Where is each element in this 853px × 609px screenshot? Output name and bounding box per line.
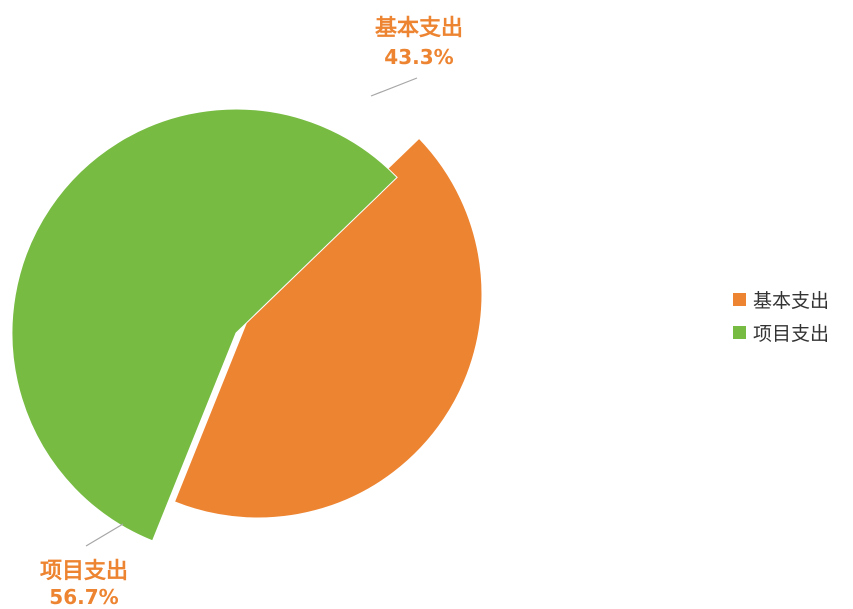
data-label-value: 56.7% [49,585,118,609]
legend-item-project: 项目支出 [733,316,829,349]
legend: 基本支出 项目支出 [733,283,829,349]
pie-slice-1 [11,108,398,542]
legend-label: 基本支出 [753,290,830,312]
legend-label: 项目支出 [753,323,830,345]
data-label-value: 43.3% [384,45,453,69]
data-label-category: 项目支出 [40,559,128,584]
legend-swatch [733,326,746,339]
data-label-category: 基本支出 [375,16,463,41]
legend-item-basic: 基本支出 [733,283,829,316]
leader-line-1 [85,523,124,547]
pie-slice-0 [173,137,483,519]
leader-line-0 [370,77,418,97]
legend-swatch [733,293,746,306]
pie-slices [11,108,483,542]
leader-lines [85,77,418,547]
